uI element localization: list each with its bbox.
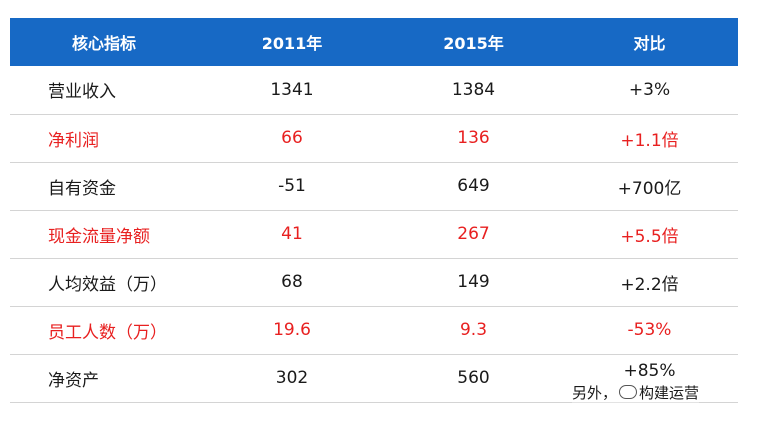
row-compare: +85% <box>561 354 738 403</box>
caption-overlay: 另外， 构建运营 <box>572 382 700 403</box>
row-value-2015: 267 <box>386 210 561 259</box>
row-value-2011: 1341 <box>198 66 386 115</box>
header-metric: 核心指标 <box>71 34 136 53</box>
header-2015: 2015年 <box>443 34 504 53</box>
row-compare: +3% <box>561 66 738 115</box>
caption-prefix: 另外， <box>572 384 618 402</box>
row-metric-name: 净利润 <box>10 114 198 163</box>
table-row: 自有资金 -51 649 +700亿 <box>10 162 738 211</box>
table-row: 净资产 302 560 +85% <box>10 354 738 403</box>
row-compare: +700亿 <box>561 162 738 211</box>
row-compare-text: +85% <box>623 361 676 381</box>
header-compare: 对比 <box>633 34 666 53</box>
metrics-table-container: 核心指标 2011年 2015年 对比 营业收入 1341 1384 +3% 净… <box>10 18 738 403</box>
row-value-2011: -51 <box>198 162 386 211</box>
row-metric-name: 自有资金 <box>10 162 198 211</box>
row-value-2011: 41 <box>198 210 386 259</box>
row-compare: +5.5倍 <box>561 210 738 259</box>
table-row: 人均效益（万） 68 149 +2.2倍 <box>10 258 738 307</box>
row-value-2015: 149 <box>386 258 561 307</box>
row-metric-name: 净资产 <box>10 354 198 403</box>
row-value-2015: 9.3 <box>386 306 561 355</box>
table-row: 净利润 66 136 +1.1倍 <box>10 114 738 163</box>
row-metric-name: 现金流量净额 <box>10 210 198 259</box>
table-row: 员工人数（万） 19.6 9.3 -53% <box>10 306 738 355</box>
row-value-2011: 302 <box>198 354 386 403</box>
table-header-row: 核心指标 2011年 2015年 对比 <box>10 18 738 66</box>
header-2011: 2011年 <box>261 34 323 53</box>
row-value-2011: 19.6 <box>198 306 386 355</box>
row-compare: -53% <box>561 306 738 355</box>
row-metric-name: 人均效益（万） <box>10 258 198 307</box>
row-metric-name: 员工人数（万） <box>10 306 198 355</box>
row-value-2015: 649 <box>386 162 561 211</box>
row-value-2015: 1384 <box>386 66 561 115</box>
row-value-2015: 560 <box>386 354 561 403</box>
metrics-table: 核心指标 2011年 2015年 对比 营业收入 1341 1384 +3% 净… <box>10 18 738 403</box>
row-compare: +2.2倍 <box>561 258 738 307</box>
wechat-icon <box>619 385 638 399</box>
table-row: 营业收入 1341 1384 +3% <box>10 66 738 115</box>
row-value-2011: 68 <box>198 258 386 307</box>
row-metric-name: 营业收入 <box>10 66 198 115</box>
row-value-2015: 136 <box>386 114 561 163</box>
table-row: 现金流量净额 41 267 +5.5倍 <box>10 210 738 259</box>
row-value-2011: 66 <box>198 114 386 163</box>
watermark-text: 构建运营 <box>639 384 700 402</box>
row-compare: +1.1倍 <box>561 114 738 163</box>
